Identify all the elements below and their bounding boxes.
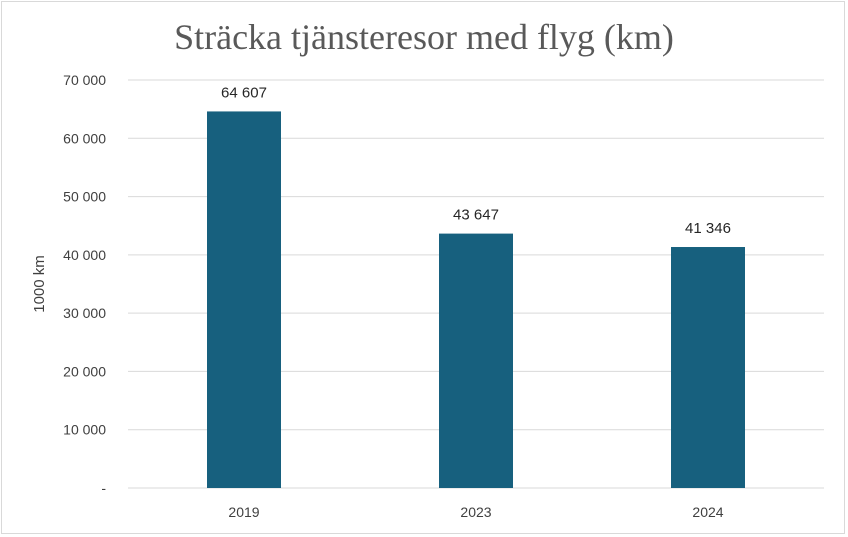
bars — [207, 111, 745, 489]
data-labels: 64 607 43 647 41 346 — [221, 84, 731, 237]
y-tick-label: - — [101, 480, 106, 496]
y-tick-label: 20 000 — [63, 363, 106, 379]
x-axis-ticks: 2019 2023 2024 — [228, 504, 723, 520]
y-tick-label: 70 000 — [63, 72, 106, 88]
data-label-2024: 41 346 — [685, 220, 731, 237]
x-tick-label: 2023 — [460, 504, 491, 520]
data-label-2023: 43 647 — [453, 207, 499, 224]
x-tick-label: 2019 — [228, 504, 259, 520]
y-tick-label: 60 000 — [63, 130, 106, 146]
y-axis-ticks: - 10 000 20 000 30 000 40 000 50 000 60 000 70 … — [63, 72, 106, 496]
chart-title: Sträcka tjänsteresor med flyg (km) — [174, 17, 674, 57]
y-tick-label: 40 000 — [63, 247, 106, 263]
y-tick-label: 50 000 — [63, 189, 106, 205]
y-tick-label: 30 000 — [63, 305, 106, 321]
y-axis-label: 1000 km — [31, 255, 48, 313]
data-label-2019: 64 607 — [221, 84, 267, 101]
bar-2024 — [671, 247, 745, 488]
y-tick-label: 10 000 — [63, 422, 106, 438]
bar-2019 — [207, 111, 281, 489]
bar-2023 — [439, 233, 513, 488]
x-tick-label: 2024 — [692, 504, 723, 520]
